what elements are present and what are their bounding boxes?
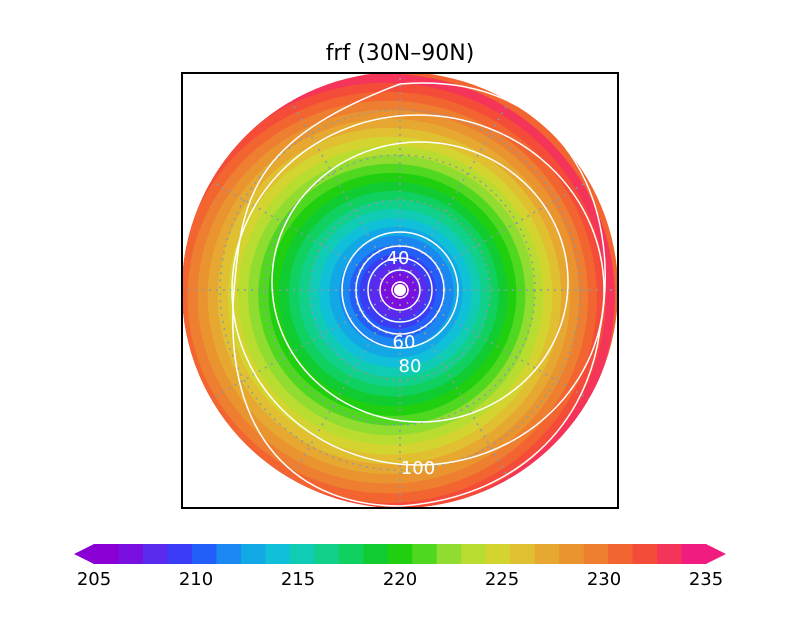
colorbar-swatch xyxy=(142,544,168,564)
colorbar-swatch xyxy=(289,544,315,564)
colorbar-swatch xyxy=(314,544,340,564)
contour-line xyxy=(391,281,409,299)
colorbar-swatch xyxy=(387,544,413,564)
colorbar-swatch xyxy=(94,544,119,564)
colorbar-swatch xyxy=(240,544,266,564)
contour-line xyxy=(232,82,606,507)
meridian-line xyxy=(399,180,590,291)
contour-line xyxy=(271,141,569,423)
colorbar-swatch xyxy=(632,544,658,564)
latitude-circle xyxy=(309,199,491,381)
contour-label: 40 xyxy=(387,248,410,269)
contour-line xyxy=(379,269,421,311)
colorbar-swatch xyxy=(265,544,291,564)
field-fill xyxy=(182,73,618,508)
colorbar-swatch xyxy=(191,544,217,564)
meridian-line xyxy=(210,289,401,400)
pole-marker xyxy=(394,284,406,296)
meridian-line xyxy=(399,289,590,400)
meridian-line xyxy=(210,180,401,291)
colorbar-swatch xyxy=(412,544,438,564)
colorbar-swatch xyxy=(510,544,536,564)
colorbar-tick-label: 225 xyxy=(485,569,519,590)
contour-line xyxy=(231,114,605,466)
colorbar-extend-low xyxy=(74,544,94,564)
colorbar-swatch xyxy=(461,544,487,564)
contour-lines: 40 60 80 100 xyxy=(231,82,606,507)
meridian-line xyxy=(290,100,401,291)
lat-lon-grid xyxy=(182,72,618,508)
map-frame xyxy=(181,72,619,509)
colorbar-tick-label: 235 xyxy=(689,569,723,590)
colorbar: 205 210 215 220 225 230 235 xyxy=(74,544,726,590)
colorbar-extend-high xyxy=(706,544,726,564)
colorbar-swatch xyxy=(534,544,560,564)
colorbar-swatch xyxy=(216,544,242,564)
contour-label: 80 xyxy=(399,356,422,377)
colorbar-tick-label: 205 xyxy=(77,569,111,590)
colorbar-swatch xyxy=(608,544,634,564)
contour-line xyxy=(355,245,445,335)
colorbar-swatch xyxy=(681,544,707,564)
plot-title: frf (30N–90N) xyxy=(326,41,475,66)
colorbar-tick-label: 230 xyxy=(587,569,621,590)
latitude-circle xyxy=(219,109,581,471)
colorbar-tick-label: 215 xyxy=(281,569,315,590)
latitude-circle xyxy=(354,244,446,336)
meridian-line xyxy=(290,289,401,480)
colorbar-swatch xyxy=(338,544,364,564)
meridian-line xyxy=(399,100,510,291)
contour-label: 100 xyxy=(401,458,435,479)
colorbar-swatch xyxy=(118,544,144,564)
colorbar-tick-label: 210 xyxy=(179,569,213,590)
contour-line xyxy=(341,231,459,349)
colorbar-swatch xyxy=(167,544,193,564)
colorbar-swatch xyxy=(559,544,585,564)
contour-line xyxy=(367,257,433,323)
contour-label: 60 xyxy=(393,332,416,353)
colorbar-swatch xyxy=(583,544,609,564)
colorbar-swatch xyxy=(363,544,389,564)
colorbar-swatch xyxy=(657,544,683,564)
colorbar-swatch xyxy=(436,544,462,564)
meridian-line xyxy=(399,289,510,480)
colorbar-tick-label: 220 xyxy=(383,569,417,590)
colorbar-swatch xyxy=(485,544,511,564)
